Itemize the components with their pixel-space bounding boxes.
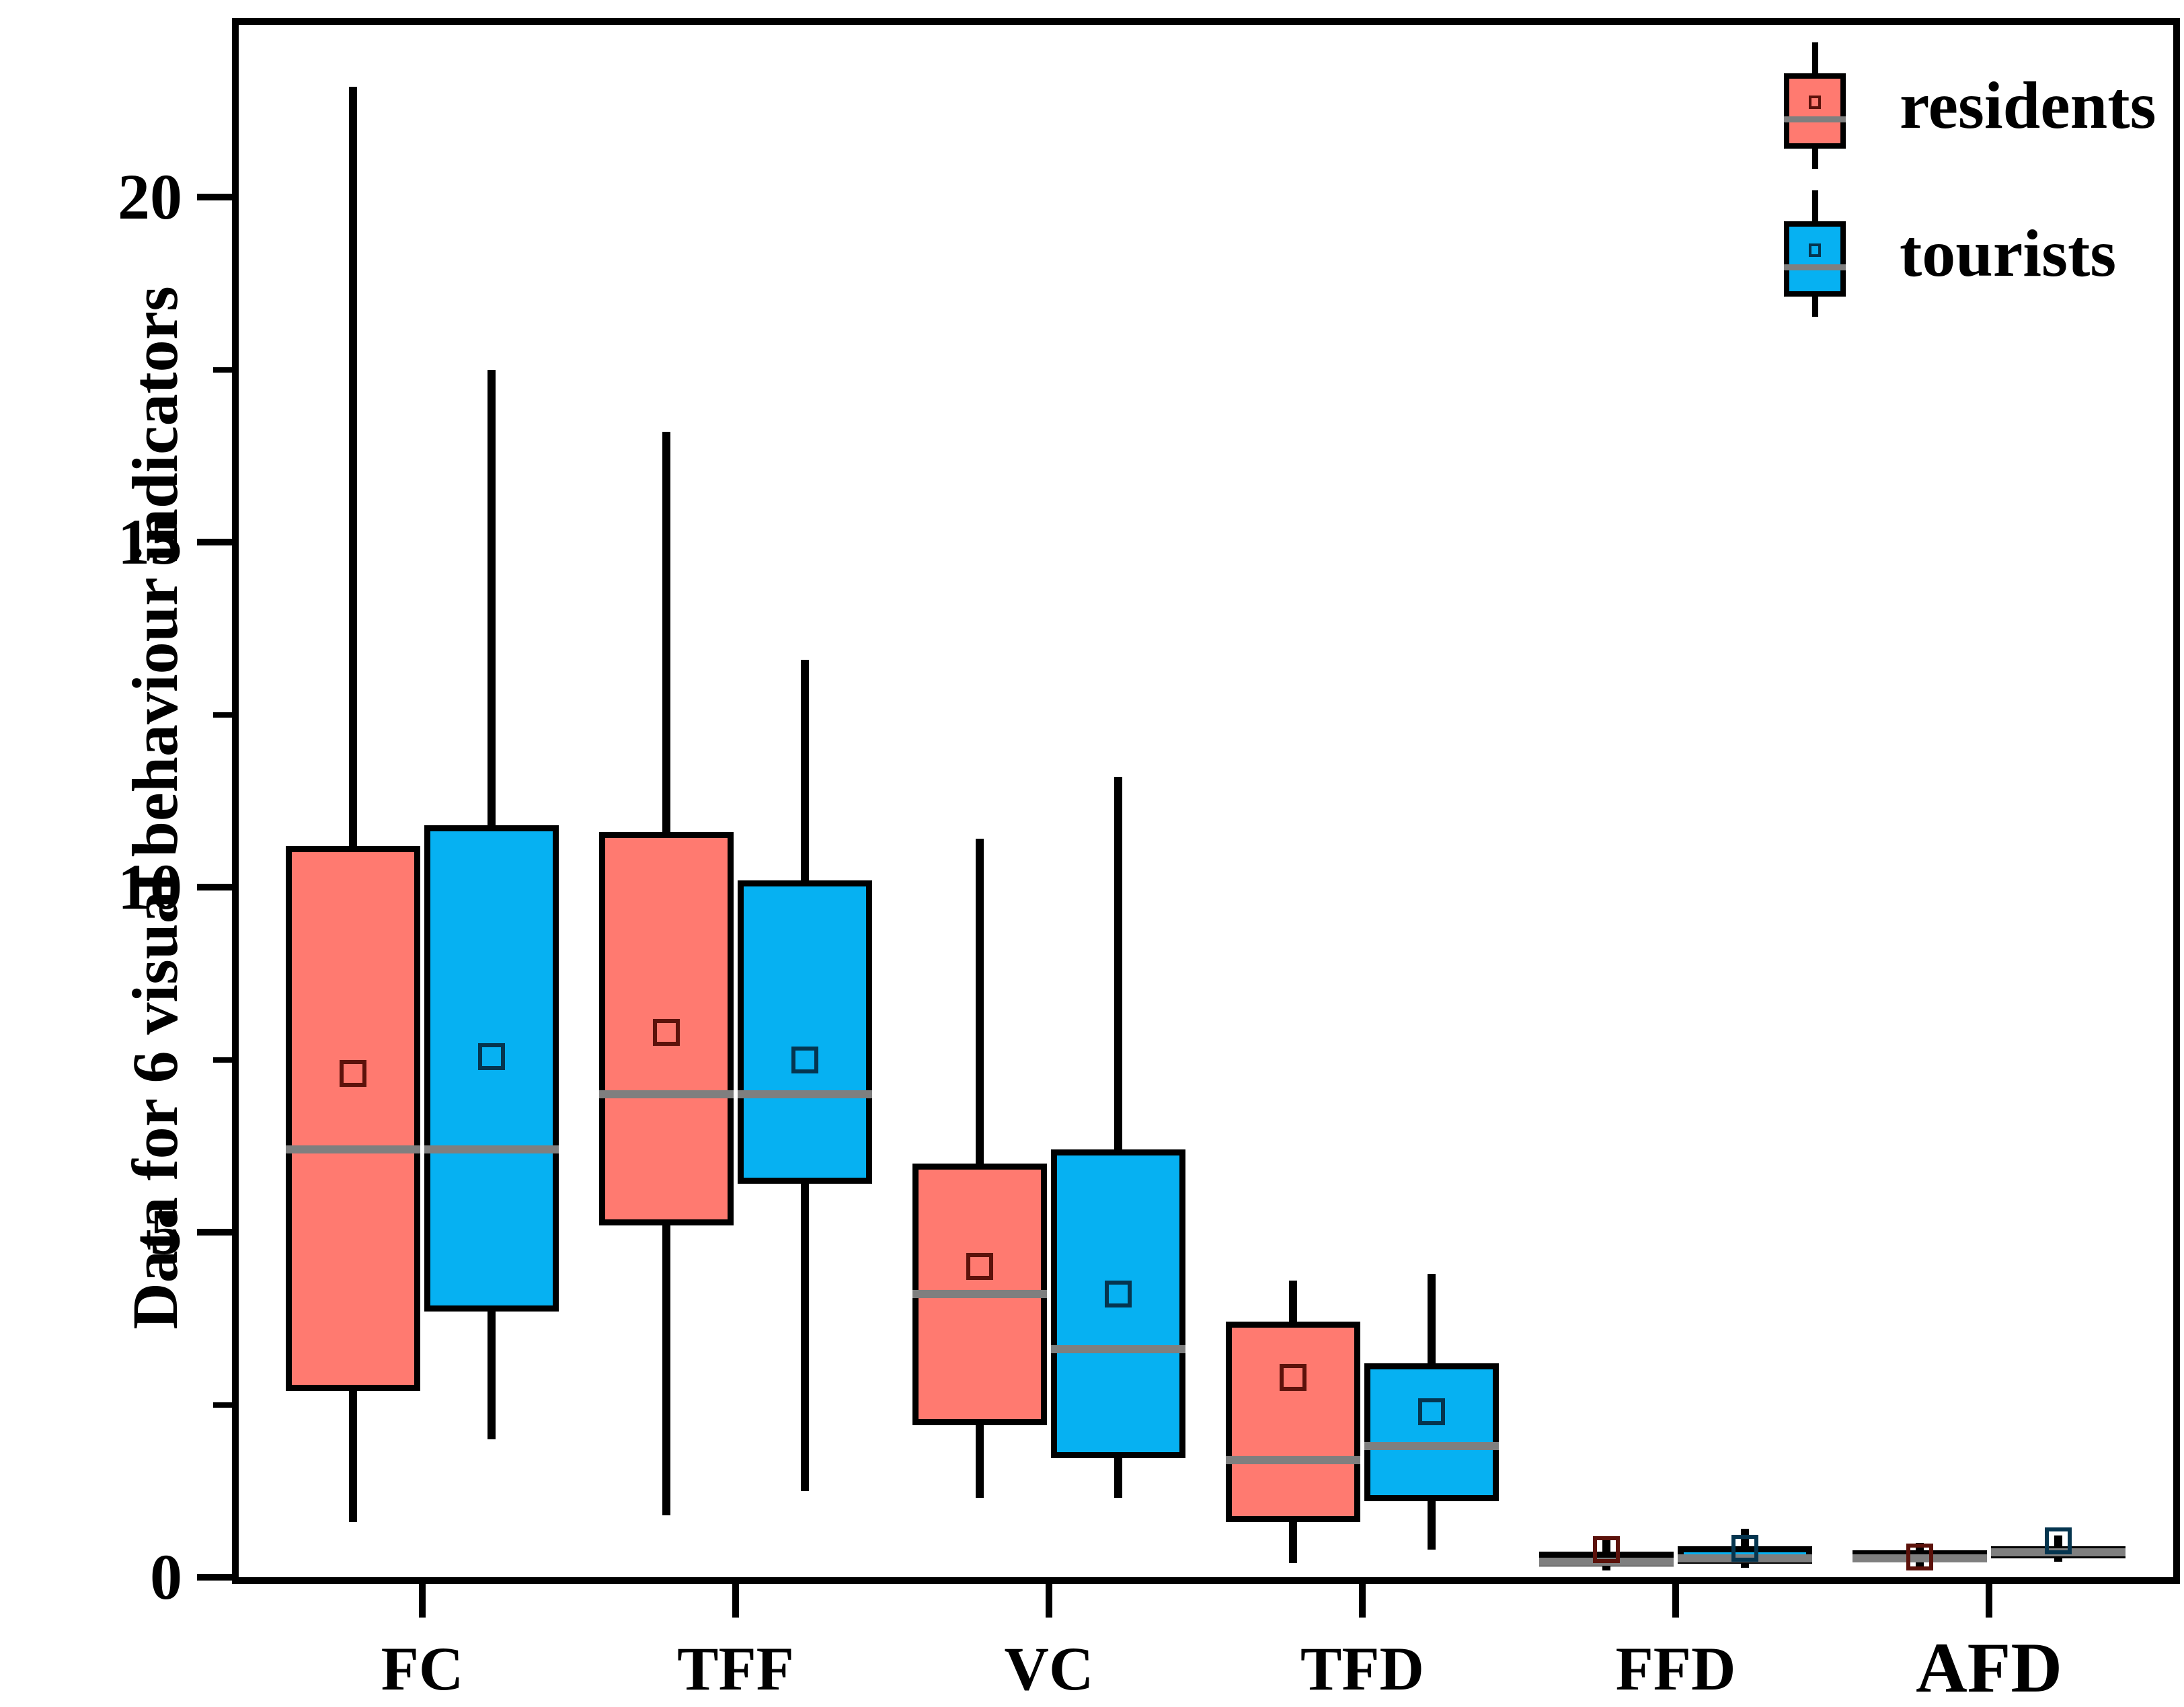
legend-mean-marker [1809, 96, 1821, 109]
y-axis-tick-label: 5 [150, 1196, 182, 1268]
plot-area: Data for 6 visual behaviour indicators 0… [118, 18, 2180, 1704]
mean-marker-tourists-TFD [1418, 1398, 1445, 1425]
x-axis-category-label: AFD [1916, 1628, 2062, 1707]
median-residents-TFF [599, 1090, 734, 1098]
y-axis-minor-tick [213, 1402, 232, 1408]
box-residents-FC [286, 845, 420, 1392]
mean-marker-residents-TFD [1280, 1363, 1306, 1391]
median-tourists-TFF [738, 1090, 872, 1098]
x-axis-tick [419, 1584, 426, 1618]
y-axis-minor-tick [213, 712, 232, 718]
legend-box-tourists [1784, 221, 1846, 297]
y-axis-title: Data for 6 visual behaviour indicators [119, 286, 191, 1330]
box-residents-TFD [1226, 1322, 1360, 1522]
legend-median-line [1784, 264, 1846, 270]
median-tourists-VC [1051, 1345, 1185, 1354]
y-axis-minor-tick [213, 367, 232, 373]
x-axis-category-label: FC [381, 1634, 464, 1703]
mean-marker-residents-AFD [1906, 1544, 1933, 1571]
x-axis-tick [1046, 1584, 1052, 1618]
y-axis-major-tick [197, 539, 232, 546]
x-axis-category-label: FFD [1615, 1634, 1736, 1703]
median-residents-AFD [1852, 1554, 1987, 1563]
y-axis-tick-label: 20 [118, 161, 182, 233]
x-axis-tick [1986, 1584, 1992, 1618]
y-axis-major-tick [197, 884, 232, 891]
x-axis-tick [1672, 1584, 1679, 1618]
median-residents-TFD [1226, 1455, 1360, 1464]
mean-marker-residents-TFF [653, 1018, 680, 1046]
y-axis-major-tick [197, 194, 232, 201]
box-tourists-TFF [738, 880, 872, 1184]
box-tourists-FC [424, 825, 559, 1312]
x-axis-category-label: TFD [1300, 1634, 1424, 1703]
mean-marker-tourists-FFD [1731, 1534, 1758, 1562]
legend-label-tourists: tourists [1900, 216, 2117, 291]
y-axis-tick-label: 0 [150, 1541, 182, 1613]
x-axis-tick [1359, 1584, 1366, 1618]
legend-boxplot-glyph-residents [1779, 32, 1852, 180]
y-axis-minor-tick [213, 1057, 232, 1063]
legend-mean-marker [1809, 243, 1821, 257]
y-axis-tick-label: 15 [118, 506, 182, 578]
mean-marker-residents-FFD [1593, 1535, 1620, 1563]
legend-median-line [1784, 116, 1846, 122]
mean-marker-tourists-AFD [2045, 1527, 2072, 1554]
mean-marker-tourists-VC [1105, 1281, 1132, 1308]
mean-marker-residents-VC [966, 1253, 993, 1281]
legend-label-residents: residents [1900, 68, 2156, 143]
y-axis-major-tick [197, 1574, 232, 1581]
median-tourists-FC [424, 1145, 559, 1154]
median-tourists-TFD [1364, 1442, 1499, 1451]
legend: residents tourists [1779, 32, 2156, 328]
legend-row-residents: residents [1779, 32, 2156, 180]
mean-marker-residents-FC [340, 1060, 366, 1088]
y-axis-tick-label: 10 [118, 851, 182, 923]
legend-boxplot-glyph-tourists [1779, 180, 1852, 328]
box-residents-TFF [599, 832, 734, 1225]
box-tourists-VC [1051, 1149, 1185, 1458]
x-axis-category-label: TFF [677, 1634, 794, 1703]
legend-box-residents [1784, 73, 1846, 149]
y-axis-major-tick [197, 1229, 232, 1236]
median-residents-VC [912, 1290, 1047, 1299]
legend-row-tourists: tourists [1779, 180, 2156, 328]
box-tourists-TFD [1364, 1363, 1499, 1502]
mean-marker-tourists-FC [478, 1042, 505, 1070]
x-axis-category-label: VC [1004, 1634, 1094, 1703]
median-residents-FC [286, 1145, 420, 1154]
x-axis-tick [732, 1584, 739, 1618]
mean-marker-tourists-TFF [791, 1046, 818, 1073]
